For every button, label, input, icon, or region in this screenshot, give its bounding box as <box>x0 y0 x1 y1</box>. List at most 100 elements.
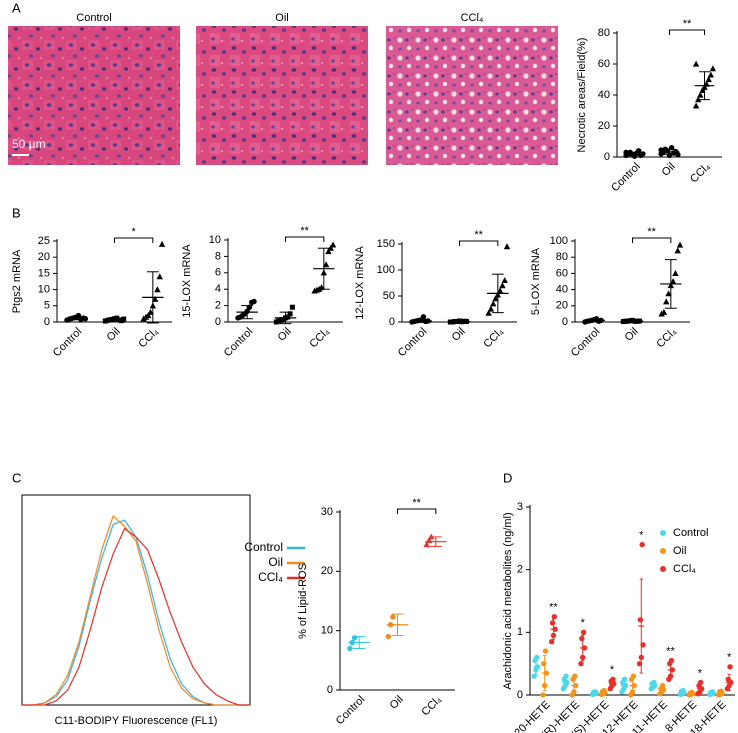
data-point <box>705 76 712 83</box>
significance-label: * <box>698 667 703 679</box>
legend-label: Control <box>673 527 708 539</box>
y-tick-label: 3 <box>517 501 523 513</box>
y-tick-label: 15 <box>38 267 50 279</box>
y-axis-label: Ptgs2 mRNA <box>11 249 23 313</box>
y-tick-label: 0 <box>562 316 568 328</box>
y-tick-label: 80 <box>598 27 610 39</box>
image-title: Oil <box>275 12 288 24</box>
panel-label: D <box>503 470 512 485</box>
y-tick-label: 0 <box>604 151 610 163</box>
data-point <box>709 65 717 72</box>
y-tick-label: 80 <box>556 251 568 263</box>
data-point <box>579 635 585 642</box>
data-point <box>674 247 681 254</box>
y-tick-label: 100 <box>550 235 568 247</box>
data-point <box>329 241 337 248</box>
data-point <box>385 633 391 640</box>
data-point <box>695 96 702 103</box>
y-axis-label: 5-LOX mRNA <box>530 247 542 315</box>
y-tick-label: 50 <box>383 290 395 302</box>
data-point <box>672 270 679 276</box>
data-point <box>675 151 681 158</box>
significance-label: ** <box>474 229 483 241</box>
image-title: Control <box>76 12 111 24</box>
data-point <box>287 311 293 317</box>
x-tick-label: Control <box>334 694 368 728</box>
data-point <box>659 682 666 689</box>
y-axis-label: 15-LOX mRNA <box>181 244 193 318</box>
histogram-line <box>22 514 250 706</box>
data-point <box>548 639 555 645</box>
data-point <box>692 60 700 67</box>
x-tick-label: Oil <box>660 161 678 179</box>
significance-label: * <box>610 664 615 676</box>
data-point <box>492 295 499 302</box>
y-tick-label: 0 <box>517 689 523 701</box>
data-point <box>154 286 161 293</box>
significance-bracket <box>669 29 705 35</box>
significance-bracket <box>285 236 325 242</box>
x-tick-label: CCl₄ <box>688 160 713 185</box>
y-tick-label: 5 <box>44 300 50 312</box>
data-point <box>318 284 325 291</box>
x-tick-label: Control <box>609 161 643 195</box>
data-point <box>676 241 684 248</box>
legend-label: Oil <box>673 545 686 557</box>
data-point <box>485 309 492 316</box>
y-tick-label: 20 <box>321 565 333 577</box>
histology-image <box>8 26 180 165</box>
panel-label: B <box>12 205 21 220</box>
y-axis-label: % of Lipid-ROS <box>297 563 309 639</box>
significance-label: * <box>727 652 732 664</box>
y-tick-label: 20 <box>38 251 50 263</box>
data-point <box>156 273 163 280</box>
significance-label: ** <box>412 497 421 509</box>
x-tick-label: Control <box>569 326 603 360</box>
legend-swatch <box>660 530 666 536</box>
y-tick-label: 10 <box>38 284 50 296</box>
data-point <box>325 248 332 255</box>
x-tick-label: Oil <box>276 326 294 344</box>
data-point <box>663 298 670 305</box>
data-point <box>707 71 714 78</box>
data-point <box>639 541 645 548</box>
significance-label: * <box>581 617 586 629</box>
x-axis-label: C11-BODIPY Fluorescence (FL1) <box>55 715 218 727</box>
data-point <box>351 635 358 641</box>
x-tick-label: Oil <box>450 326 468 344</box>
y-tick-label: 6 <box>215 267 221 279</box>
data-point <box>698 679 704 686</box>
x-tick-label: Oil <box>105 326 123 344</box>
x-tick-label: Control <box>396 326 430 360</box>
x-tick-label: Control <box>222 326 256 360</box>
image-title: CCl₄ <box>461 12 484 24</box>
data-point <box>549 620 556 626</box>
y-axis-label: 12-LOX mRNA <box>354 246 366 320</box>
data-point <box>580 629 587 636</box>
x-tick-label: Oil <box>388 694 406 712</box>
y-tick-label: 40 <box>598 89 610 101</box>
significance-bracket <box>114 237 154 243</box>
y-tick-label: 8 <box>215 250 221 262</box>
data-point <box>572 673 578 679</box>
y-tick-label: 20 <box>556 300 568 312</box>
data-point <box>621 676 628 683</box>
histology-image <box>196 26 368 165</box>
legend-label: Oil <box>268 555 283 569</box>
y-tick-label: 30 <box>321 506 333 518</box>
significance-label: * <box>132 226 137 238</box>
panel-label: A <box>12 0 21 15</box>
data-point <box>251 298 257 305</box>
data-point <box>551 613 558 620</box>
significance-label: ** <box>549 602 558 614</box>
x-tick-label: CCl₄ <box>307 325 332 350</box>
y-tick-label: 2 <box>215 300 221 312</box>
data-point <box>541 660 547 667</box>
x-tick-label: Control <box>51 326 85 360</box>
x-tick-label: CCl₄ <box>481 325 506 350</box>
x-tick-label: CCl₄ <box>419 693 444 718</box>
plot-frame <box>21 494 251 706</box>
data-point <box>727 664 733 670</box>
data-point <box>490 300 497 307</box>
